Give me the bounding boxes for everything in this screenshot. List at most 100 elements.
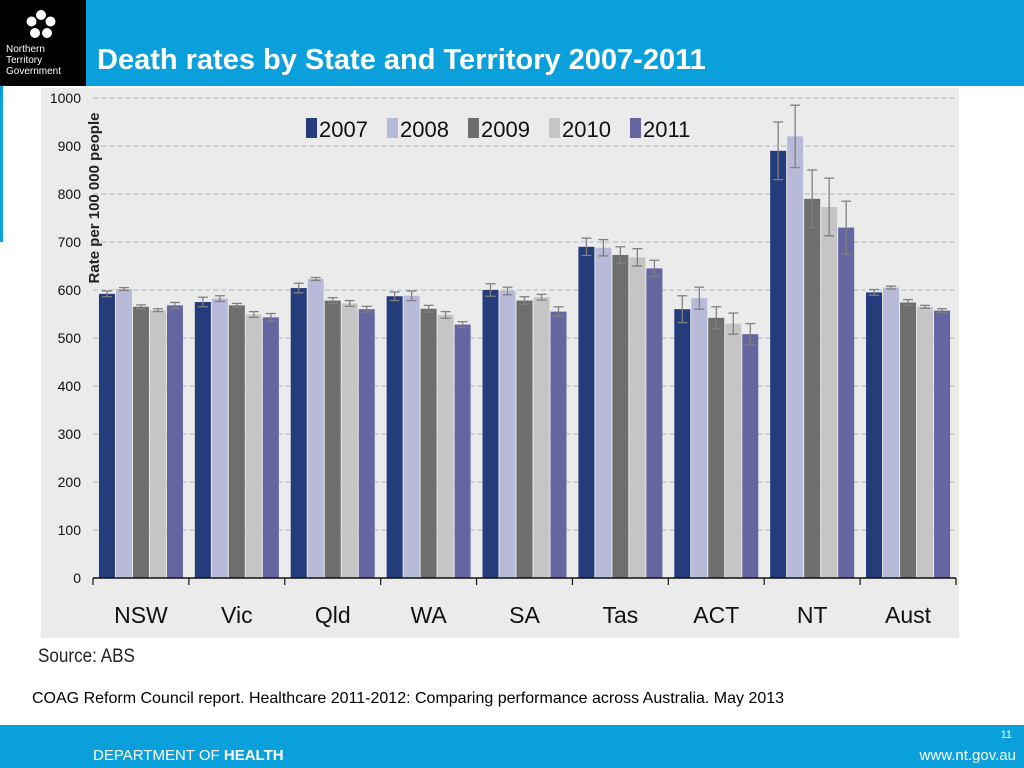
y-tick-label: 100 bbox=[58, 522, 82, 538]
bar-nsw-2007 bbox=[98, 293, 115, 578]
y-tick-label: 700 bbox=[58, 234, 82, 250]
error-bar bbox=[169, 301, 180, 309]
bar-nt-2009 bbox=[804, 198, 821, 579]
legend-entry-2010: 2010 bbox=[549, 117, 611, 142]
y-axis-title: Rate per 100 000 people bbox=[86, 113, 103, 284]
error-bar bbox=[728, 312, 739, 335]
legend-entry-2008: 2008 bbox=[387, 117, 449, 142]
error-bar bbox=[711, 306, 722, 330]
header-band bbox=[0, 0, 1024, 86]
bar-nt-2011 bbox=[838, 227, 855, 578]
y-tick-label: 600 bbox=[58, 282, 82, 298]
chart-panel: 0 100 200 300 400 500 600 700 800 900 1000 NSW Vic Ql… bbox=[41, 88, 959, 638]
error-bar bbox=[745, 322, 756, 346]
bar-aust-2009 bbox=[900, 302, 917, 578]
bar-wa-2007 bbox=[386, 296, 403, 578]
bar-qld-2009 bbox=[324, 300, 341, 578]
legend-swatch bbox=[630, 118, 641, 138]
bar-act-2007 bbox=[674, 309, 691, 578]
y-tick-label: 800 bbox=[58, 186, 82, 202]
bar-nsw-2009 bbox=[132, 306, 149, 578]
side-accent-strip bbox=[0, 86, 3, 242]
bar-tas-2011 bbox=[646, 268, 663, 578]
error-bar bbox=[361, 305, 372, 313]
error-bar bbox=[536, 293, 547, 301]
x-category-label: NT bbox=[797, 602, 828, 628]
error-bar bbox=[118, 286, 129, 292]
x-category-label: Tas bbox=[602, 602, 638, 628]
legend-label: 2008 bbox=[400, 117, 449, 142]
bar-vic-2007 bbox=[194, 302, 211, 578]
bar-act-2010 bbox=[725, 323, 742, 578]
footer-band: 11 DEPARTMENT OF HEALTH www.nt.gov.au bbox=[0, 725, 1024, 768]
flower-emblem-icon bbox=[26, 10, 56, 38]
legend-label: 2010 bbox=[562, 117, 611, 142]
bar-nsw-2011 bbox=[166, 305, 183, 578]
legend-entry-2009: 2009 bbox=[468, 117, 530, 142]
bar-tas-2007 bbox=[578, 246, 595, 579]
legend-swatch bbox=[549, 118, 560, 138]
department-name: HEALTH bbox=[223, 747, 284, 764]
bar-vic-2009 bbox=[228, 305, 245, 578]
error-bar bbox=[903, 298, 914, 307]
bar-aust-2008 bbox=[883, 287, 900, 578]
legend-entry-2007: 2007 bbox=[306, 117, 368, 142]
y-tick-label: 400 bbox=[58, 378, 82, 394]
legend-swatch bbox=[387, 118, 398, 138]
error-bar bbox=[773, 121, 784, 181]
bar-wa-2009 bbox=[420, 308, 437, 578]
x-category-label: Qld bbox=[315, 602, 351, 628]
bar-act-2008 bbox=[691, 298, 708, 578]
website-link[interactable]: www.nt.gov.au bbox=[919, 747, 1016, 764]
error-bar bbox=[598, 238, 609, 257]
bar-qld-2007 bbox=[290, 288, 307, 578]
bar-nt-2010 bbox=[821, 206, 838, 578]
bar-wa-2010 bbox=[437, 314, 454, 578]
slide-title: Death rates by State and Territory 2007-… bbox=[97, 44, 706, 76]
error-bar bbox=[344, 299, 355, 307]
bar-vic-2011 bbox=[262, 317, 279, 578]
error-bar bbox=[807, 169, 818, 229]
error-bar bbox=[248, 310, 259, 319]
bar-nt-2008 bbox=[787, 136, 804, 578]
page-number: 11 bbox=[1000, 729, 1012, 741]
bar-aust-2011 bbox=[934, 310, 951, 578]
bar-nsw-2008 bbox=[115, 289, 132, 578]
department-label: DEPARTMENT OF HEALTH bbox=[93, 747, 284, 764]
error-bar bbox=[937, 308, 948, 314]
error-bar bbox=[886, 285, 897, 290]
error-bar bbox=[920, 304, 931, 309]
error-bar bbox=[485, 283, 496, 297]
error-bar bbox=[265, 312, 276, 322]
nt-government-logo: Northern Territory Government bbox=[0, 0, 86, 86]
legend-label: 2009 bbox=[481, 117, 530, 142]
bar-sa-2007 bbox=[482, 290, 499, 578]
legend-label: 2007 bbox=[319, 117, 368, 142]
bar-act-2009 bbox=[708, 317, 725, 578]
error-bar bbox=[440, 310, 451, 319]
bar-qld-2010 bbox=[341, 303, 358, 578]
bar-act-2011 bbox=[742, 334, 759, 578]
error-bar bbox=[423, 304, 434, 313]
error-bar bbox=[135, 304, 146, 310]
x-category-label: Aust bbox=[885, 602, 932, 628]
bar-nsw-2010 bbox=[149, 310, 166, 578]
legend-swatch bbox=[306, 118, 317, 138]
bar-tas-2008 bbox=[595, 247, 612, 578]
error-bar bbox=[197, 296, 208, 308]
bar-sa-2011 bbox=[550, 311, 567, 578]
bar-tas-2009 bbox=[612, 254, 629, 578]
bar-qld-2008 bbox=[307, 278, 324, 578]
error-bar bbox=[824, 177, 835, 237]
error-bar bbox=[615, 246, 626, 264]
error-bar bbox=[293, 282, 304, 294]
error-bar bbox=[457, 321, 468, 329]
y-tick-label: 300 bbox=[58, 426, 82, 442]
error-bar bbox=[869, 288, 880, 296]
error-bar bbox=[632, 248, 643, 267]
error-bar bbox=[694, 286, 705, 310]
legend-swatch bbox=[468, 118, 479, 138]
bar-nt-2007 bbox=[770, 150, 787, 579]
department-prefix: DEPARTMENT OF bbox=[93, 747, 224, 764]
y-tick-label: 900 bbox=[58, 138, 82, 154]
